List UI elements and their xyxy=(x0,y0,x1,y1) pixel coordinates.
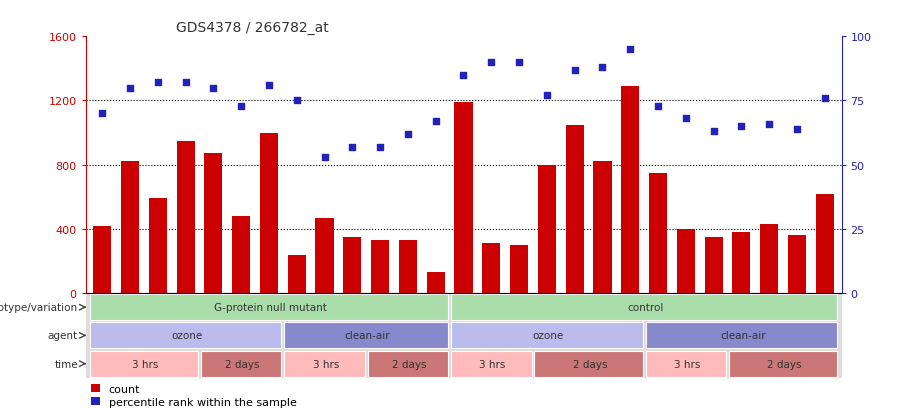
Point xyxy=(790,126,805,133)
Bar xyxy=(260,133,278,293)
Bar xyxy=(148,199,166,293)
Point xyxy=(484,59,499,66)
Point xyxy=(456,72,471,79)
Bar xyxy=(316,218,334,293)
Bar xyxy=(535,351,643,377)
Bar xyxy=(288,255,306,293)
Bar xyxy=(645,323,837,349)
Text: 2 days: 2 days xyxy=(572,359,608,369)
Text: 3 hrs: 3 hrs xyxy=(132,359,158,369)
Bar xyxy=(284,323,448,349)
Text: genotype/variation: genotype/variation xyxy=(0,302,78,312)
Bar xyxy=(399,240,417,293)
Bar xyxy=(815,194,834,293)
Text: 2 days: 2 days xyxy=(768,359,802,369)
Point xyxy=(706,129,721,135)
Text: ozone: ozone xyxy=(171,331,202,341)
Bar xyxy=(93,226,112,293)
Text: 3 hrs: 3 hrs xyxy=(674,359,700,369)
Text: G-protein null mutant: G-protein null mutant xyxy=(214,302,327,312)
Bar xyxy=(201,351,282,377)
Point xyxy=(122,85,137,92)
Bar xyxy=(705,237,723,293)
Bar xyxy=(90,351,198,377)
Bar xyxy=(677,229,695,293)
Bar xyxy=(451,323,643,349)
Bar xyxy=(649,173,667,293)
Point xyxy=(568,67,582,74)
Text: 3 hrs: 3 hrs xyxy=(312,359,339,369)
Bar xyxy=(621,87,639,293)
Bar xyxy=(343,237,362,293)
Point xyxy=(762,121,777,128)
Point xyxy=(679,116,693,122)
Text: time: time xyxy=(54,359,78,369)
Bar xyxy=(427,273,445,293)
Bar xyxy=(232,216,250,293)
Bar xyxy=(538,165,556,293)
Text: agent: agent xyxy=(48,331,78,341)
Point xyxy=(400,131,415,138)
Legend: count, percentile rank within the sample: count, percentile rank within the sample xyxy=(91,384,297,407)
Text: control: control xyxy=(627,302,663,312)
Bar xyxy=(729,351,837,377)
Bar xyxy=(510,245,528,293)
Bar xyxy=(454,103,472,293)
Text: 3 hrs: 3 hrs xyxy=(480,359,506,369)
Point xyxy=(651,103,665,109)
Point xyxy=(234,103,248,109)
Bar xyxy=(204,154,222,293)
Point xyxy=(540,93,554,100)
Point xyxy=(428,119,443,125)
Bar xyxy=(90,323,282,349)
Point xyxy=(95,111,110,117)
Text: GDS4378 / 266782_at: GDS4378 / 266782_at xyxy=(176,21,329,35)
Point xyxy=(318,154,332,161)
Point xyxy=(734,123,749,130)
Bar xyxy=(565,125,584,293)
Point xyxy=(345,144,359,151)
Bar xyxy=(451,294,837,320)
Point xyxy=(623,47,637,53)
Point xyxy=(817,95,832,102)
Point xyxy=(262,83,276,89)
Bar xyxy=(176,141,194,293)
Point xyxy=(290,98,304,104)
Bar xyxy=(371,240,389,293)
Bar xyxy=(90,294,448,320)
Point xyxy=(512,59,526,66)
Bar xyxy=(121,162,139,293)
Text: 2 days: 2 days xyxy=(392,359,427,369)
Bar xyxy=(284,351,364,377)
Point xyxy=(178,80,193,87)
Bar xyxy=(733,233,751,293)
Point xyxy=(206,85,220,92)
Text: ozone: ozone xyxy=(533,331,564,341)
Point xyxy=(595,64,609,71)
Text: clean-air: clean-air xyxy=(345,331,391,341)
Text: clean-air: clean-air xyxy=(720,331,766,341)
Bar xyxy=(593,162,611,293)
Bar xyxy=(788,236,806,293)
Bar xyxy=(482,244,500,293)
Point xyxy=(373,144,387,151)
Bar xyxy=(760,225,778,293)
Bar xyxy=(451,351,532,377)
Bar xyxy=(367,351,448,377)
Text: 2 days: 2 days xyxy=(225,359,260,369)
Point xyxy=(150,80,165,87)
Bar xyxy=(645,351,726,377)
